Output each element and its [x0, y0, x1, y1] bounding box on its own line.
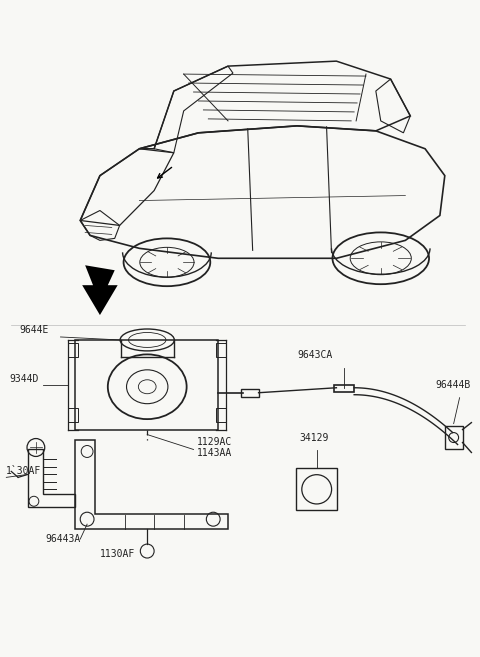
- Text: 1`30AF: 1`30AF: [6, 466, 42, 476]
- Bar: [296, 468, 337, 510]
- Text: 96443A: 96443A: [46, 534, 81, 544]
- Bar: [335, 385, 354, 392]
- Bar: [241, 389, 259, 397]
- Text: 1130AF: 1130AF: [100, 549, 135, 559]
- Bar: [445, 426, 463, 449]
- Text: 9344D: 9344D: [9, 374, 39, 384]
- Text: 96444B: 96444B: [435, 380, 470, 390]
- Bar: [216, 407, 226, 422]
- Text: 9643CA: 9643CA: [297, 350, 332, 360]
- Text: 1129AC: 1129AC: [196, 436, 232, 447]
- Text: 34129: 34129: [299, 432, 328, 443]
- Polygon shape: [82, 265, 118, 315]
- Text: 9644E: 9644E: [19, 325, 48, 335]
- Bar: [68, 343, 78, 357]
- Bar: [75, 340, 218, 430]
- Text: 1143AA: 1143AA: [196, 449, 232, 459]
- Bar: [216, 343, 226, 357]
- Bar: [68, 407, 78, 422]
